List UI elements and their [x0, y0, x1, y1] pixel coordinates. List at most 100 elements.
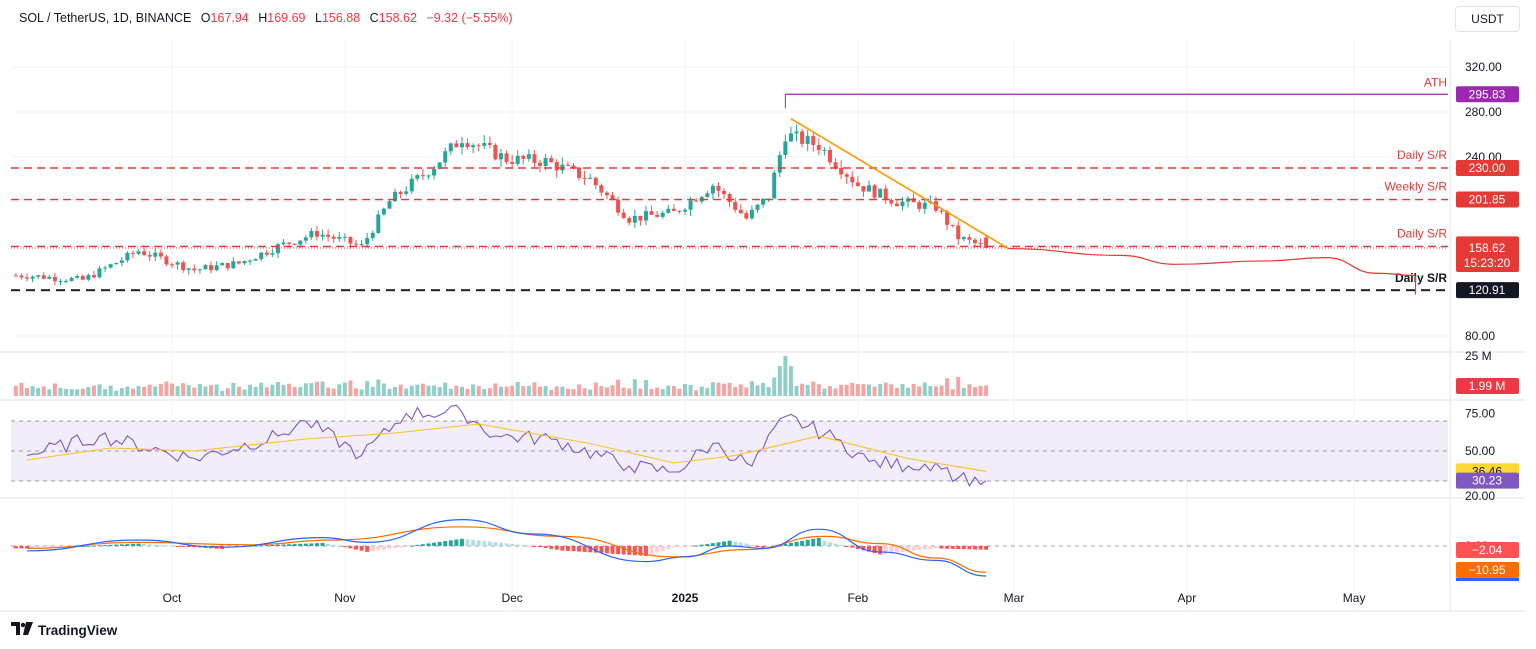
macd-histogram-bar — [125, 544, 130, 546]
macd-histogram-bar — [114, 544, 119, 546]
macd-histogram-bar — [850, 546, 855, 548]
candle-body — [510, 162, 515, 164]
volume-bar — [158, 384, 163, 396]
candle-body — [549, 158, 554, 163]
macd-histogram-bar — [259, 545, 264, 547]
candle-body — [75, 276, 80, 278]
candle-body — [420, 175, 425, 177]
volume-bar — [900, 384, 905, 396]
volume-bar — [420, 383, 425, 396]
candle-body — [158, 252, 163, 257]
volume-bar — [281, 384, 286, 396]
macd-histogram-bar — [404, 546, 409, 547]
volume-bar — [666, 385, 671, 396]
macd-histogram-bar — [487, 541, 492, 546]
candle-body — [727, 194, 732, 202]
macd-histogram-bar — [164, 545, 169, 547]
macd-histogram-bar — [108, 544, 113, 546]
candle-body — [214, 265, 219, 271]
volume-bar — [710, 382, 715, 396]
macd-histogram-bar — [281, 544, 286, 546]
candle-body — [643, 211, 648, 221]
volume-bar — [192, 387, 197, 396]
candle-body — [738, 209, 743, 214]
macd-histogram-bar — [950, 546, 955, 549]
macd-histogram-bar — [794, 541, 799, 546]
macd-histogram-bar — [906, 546, 911, 552]
daily-sr-120-tag-bg — [1456, 282, 1519, 299]
candle-body — [582, 177, 587, 179]
macd-histogram-bar — [510, 543, 515, 546]
branding-text: TradingView — [38, 623, 118, 638]
macd-histogram-bar — [638, 546, 643, 556]
candle-body — [136, 251, 141, 254]
macd-histogram-bar — [376, 546, 381, 551]
volume-bar — [521, 386, 526, 396]
macd-histogram-bar — [549, 546, 554, 549]
time-tick-label: Feb — [848, 591, 869, 605]
daily-sr-120-tag: 120.91 — [1469, 283, 1506, 297]
macd-histogram-bar — [86, 545, 91, 547]
volume-bar — [939, 385, 944, 396]
macd-histogram-bar — [158, 545, 163, 547]
candle-body — [387, 201, 392, 209]
macd-histogram-bar — [610, 546, 615, 554]
macd-histogram-bar — [604, 546, 609, 554]
candle-body — [476, 145, 481, 147]
macd-histogram-bar — [705, 543, 710, 546]
rsi-ma-line — [26, 423, 987, 472]
volume-bar — [632, 379, 637, 396]
candle-body — [13, 275, 18, 277]
macd-histogram-bar — [482, 541, 487, 546]
candle-body — [58, 281, 63, 283]
macd-histogram-bar — [744, 543, 749, 546]
candle-body — [565, 164, 570, 166]
candle-body — [950, 224, 955, 226]
volume-bar — [945, 378, 950, 396]
volume-bar — [839, 384, 844, 396]
volume-bar — [476, 386, 481, 396]
macd-histogram-bar — [192, 546, 197, 548]
macd-histogram-bar — [264, 545, 269, 547]
candle-body — [209, 265, 214, 271]
candle-body — [354, 243, 359, 245]
macd-histogram-bar — [972, 546, 977, 550]
macd-histogram-bar — [671, 546, 676, 548]
volume-bar — [275, 382, 280, 396]
currency-button[interactable]: USDT — [1455, 6, 1520, 32]
volume-bar — [850, 382, 855, 396]
candle-body — [571, 165, 576, 168]
macd-histogram-bar — [337, 545, 342, 547]
volume-value-tag-bg — [1456, 378, 1519, 394]
volume-bar — [264, 387, 269, 396]
volume-bar — [738, 384, 743, 396]
volume-bar — [688, 385, 693, 396]
volume-bar — [906, 387, 911, 396]
candle-body — [64, 280, 69, 282]
candle-body — [783, 141, 788, 155]
volume-bar — [359, 389, 364, 396]
candle-body — [259, 252, 264, 260]
rsi-value-tag: 30.23 — [1472, 474, 1502, 488]
macd-histogram-bar — [816, 537, 821, 546]
candle-body — [705, 193, 710, 197]
tradingview-logo-icon — [11, 622, 33, 639]
volume-bar — [91, 385, 96, 396]
volume-bar — [911, 383, 916, 396]
volume-bar — [41, 386, 46, 396]
volume-bar — [649, 388, 654, 396]
candle-body — [125, 252, 130, 261]
macd-histogram-bar — [36, 546, 41, 548]
volume-bar — [209, 385, 214, 396]
rsi-tick-label: 75.00 — [1465, 407, 1495, 421]
volume-bar — [978, 385, 983, 396]
macd-histogram-bar — [917, 546, 922, 551]
macd-histogram-bar — [956, 546, 961, 549]
candle-body — [610, 195, 615, 200]
candle-body — [827, 149, 832, 163]
volume-bar — [253, 386, 258, 396]
candle-body — [867, 185, 872, 192]
macd-histogram-bar — [666, 546, 671, 550]
candle-body — [365, 237, 370, 245]
